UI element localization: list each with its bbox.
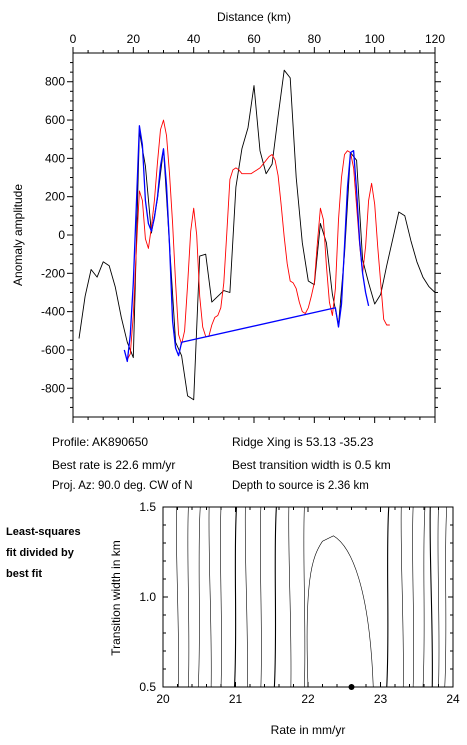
model-anomaly-line xyxy=(126,119,390,360)
contour-line xyxy=(233,506,238,688)
contour-line xyxy=(187,506,190,688)
fit-anomaly-line xyxy=(123,125,370,363)
best-fit-marker xyxy=(348,684,355,690)
contour-line-minimum xyxy=(306,535,374,688)
contour-line xyxy=(220,506,222,688)
rate-axis-label: Rate in mm/yr xyxy=(271,723,346,737)
width-tick-label: 1.5 xyxy=(139,500,156,514)
x-tick-label: 20 xyxy=(127,32,141,46)
contour-line xyxy=(259,506,262,688)
x-tick-label: 40 xyxy=(187,32,201,46)
transition-width-text: Best transition width is 0.5 km xyxy=(232,458,391,472)
rate-tick-label: 20 xyxy=(156,692,170,706)
width-tick-label: 0.5 xyxy=(139,680,156,694)
contour-line xyxy=(400,506,404,688)
x-axis-label: Distance (km) xyxy=(217,10,291,24)
contour-line xyxy=(444,506,448,688)
best-rate-text: Best rate is 22.6 mm/yr xyxy=(52,458,175,472)
rate-tick-label: 22 xyxy=(301,692,315,706)
y-tick-label: -200 xyxy=(41,266,65,280)
width-axis-ticks: 0.5 1.0 1.5 xyxy=(139,500,453,694)
contour-line xyxy=(244,506,248,688)
anomaly-series-group xyxy=(78,69,436,401)
y-tick-label: 600 xyxy=(45,113,65,127)
info-block: Profile: AK890650 Best rate is 22.6 mm/y… xyxy=(52,435,391,492)
contour-line xyxy=(288,506,292,688)
y-tick-label: 400 xyxy=(45,151,65,165)
contour-line xyxy=(412,506,415,688)
contour-line xyxy=(197,506,201,688)
x-axis-ticks: 0 20 40 60 80 100 120 xyxy=(70,32,445,423)
rate-tick-label: 24 xyxy=(446,692,460,706)
contour-line xyxy=(422,506,426,688)
observed-anomaly-line xyxy=(78,69,436,401)
y-axis-label: Anomaly amplitude xyxy=(11,184,25,286)
width-axis-label: Transition width in km xyxy=(109,540,123,656)
side-note-line-1: Least-squares xyxy=(6,526,81,538)
contour-line xyxy=(273,506,277,688)
profile-text: Profile: AK890650 xyxy=(52,435,148,449)
side-note-line-3: best fit xyxy=(6,568,42,580)
contour-line xyxy=(386,506,390,688)
depth-to-source-text: Depth to source is 2.36 km xyxy=(232,480,369,492)
width-tick-label: 1.0 xyxy=(139,590,156,604)
x-tick-label: 120 xyxy=(425,32,445,46)
side-note-line-2: fit divided by xyxy=(6,547,75,559)
y-tick-label: 800 xyxy=(45,75,65,89)
rate-tick-label: 23 xyxy=(374,692,388,706)
contour-line xyxy=(208,506,212,688)
x-tick-label: 80 xyxy=(308,32,322,46)
x-tick-label: 60 xyxy=(247,32,261,46)
contour-line xyxy=(429,506,433,688)
y-axis-ticks: -800 -600 -400 -200 0 200 400 600 800 xyxy=(41,62,441,408)
contour-line xyxy=(303,506,306,688)
y-tick-label: -800 xyxy=(41,381,65,395)
y-tick-label: 200 xyxy=(45,190,65,204)
x-tick-label: 100 xyxy=(365,32,385,46)
contour-line xyxy=(176,506,179,688)
y-tick-label: -600 xyxy=(41,343,65,357)
projection-azimuth-text: Proj. Az: 90.0 deg. CW of N xyxy=(52,480,193,492)
contour-lines xyxy=(176,506,448,688)
anomaly-plot-frame xyxy=(72,52,436,418)
ridge-crossing-text: Ridge Xing is 53.13 -35.23 xyxy=(232,435,374,449)
y-tick-label: 0 xyxy=(58,228,65,242)
y-tick-label: -400 xyxy=(41,305,65,319)
contour-line xyxy=(437,506,440,688)
rate-tick-label: 21 xyxy=(229,692,243,706)
x-tick-label: 0 xyxy=(70,32,77,46)
misfit-contour-chart: 20 21 22 23 24 0.5 1.0 1.5 Rate in mm/yr Trans… xyxy=(109,500,460,737)
rate-axis-ticks: 20 21 22 23 24 xyxy=(156,507,460,706)
anomaly-chart: 0 20 40 60 80 100 120 -800 -600 -400 -200 0 200 400 6… xyxy=(11,10,445,423)
side-note: Least-squares fit divided by best fit xyxy=(6,526,81,580)
